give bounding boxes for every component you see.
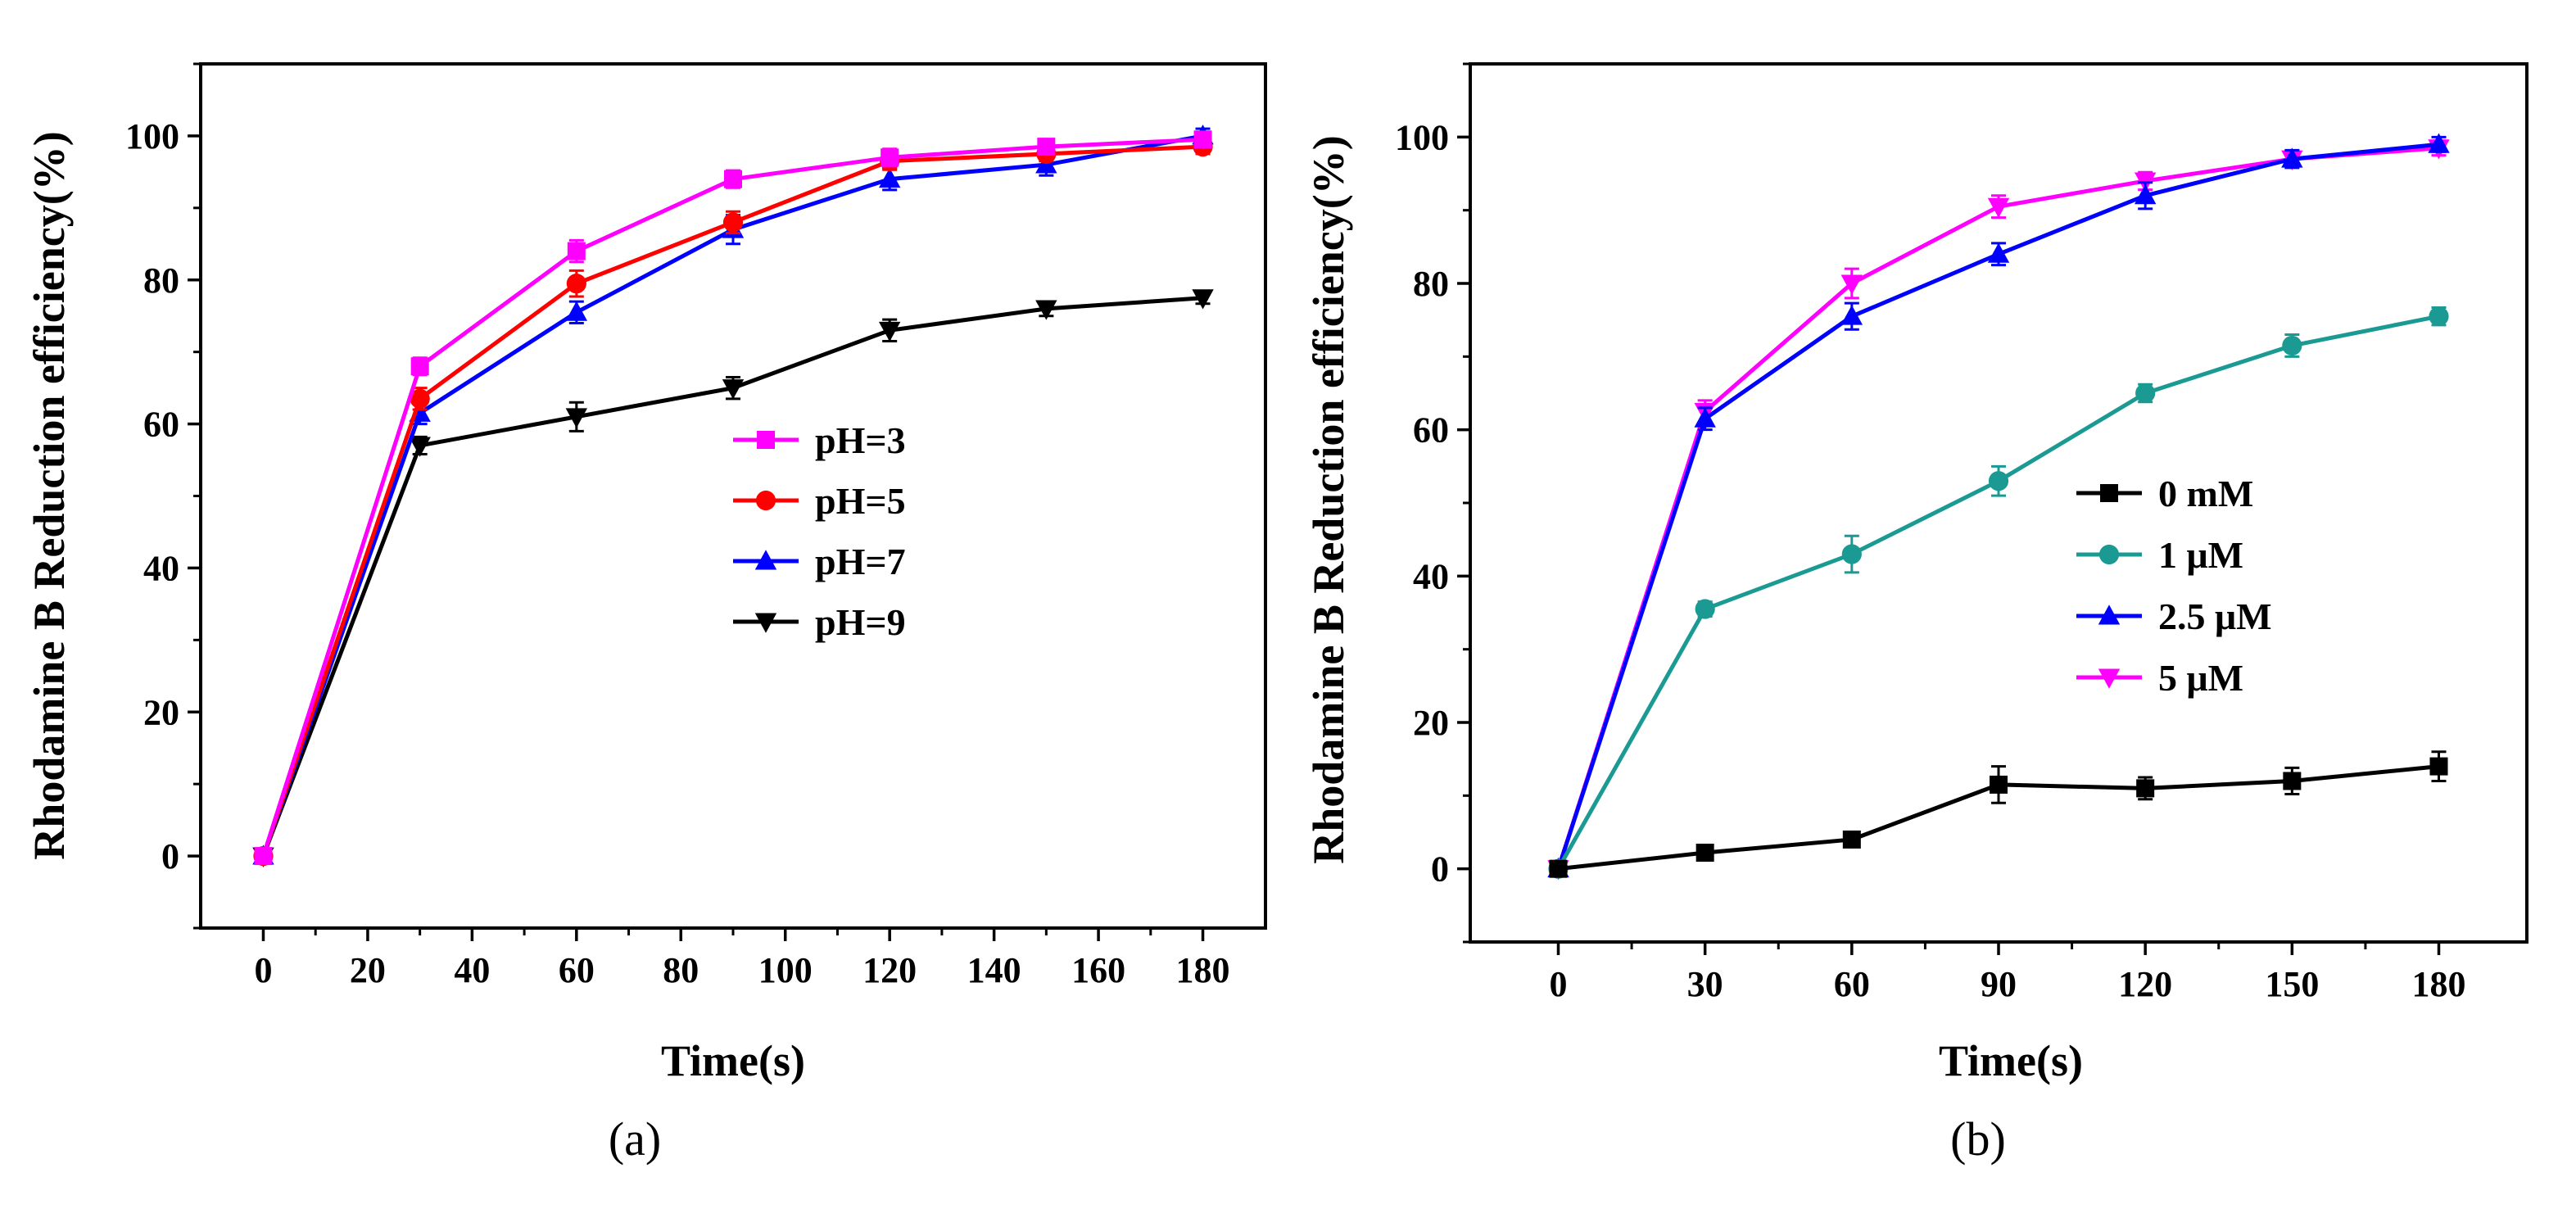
x-tick-label: 0: [1550, 964, 1568, 1004]
legend-marker: [754, 613, 777, 633]
data-point: [1035, 300, 1057, 320]
data-point: [722, 212, 744, 233]
y-tick-label: 60: [1413, 410, 1449, 451]
legend-marker: [2098, 668, 2121, 689]
data-point: [2134, 184, 2157, 205]
legend-label: pH=5: [815, 480, 906, 522]
data-point: [878, 321, 901, 342]
y-axis-title: Rhodamine B Reduction efficiency(%): [1304, 135, 1353, 863]
series-line: [261, 137, 1203, 857]
y-tick-label: 40: [1413, 556, 1449, 596]
data-point: [722, 379, 745, 400]
data-point: [2282, 335, 2302, 356]
y-tick-label: 40: [143, 548, 179, 588]
x-tick-label: 100: [758, 950, 813, 990]
x-tick-label: 120: [2118, 964, 2172, 1004]
data-point: [1037, 138, 1056, 156]
x-tick-label: 20: [350, 950, 386, 990]
data-point: [566, 274, 586, 294]
y-tick-label: 60: [143, 405, 179, 445]
chart-panel-b: 0 30 60 90 120 150 180 0 20 40 60 80 100 Time(s) Rhoda…: [1304, 62, 2528, 1085]
data-point: [878, 167, 901, 188]
data-point: [1192, 289, 1214, 310]
panel-label-b: (b): [1950, 1112, 2006, 1166]
y-tick-label: 100: [125, 116, 179, 156]
data-point: [410, 357, 429, 376]
y-tick-label: 80: [143, 260, 179, 301]
data-point: [567, 242, 586, 260]
data-point: [881, 148, 899, 167]
legend-marker: [2100, 484, 2118, 502]
data-point: [1695, 599, 1715, 619]
chart-panel-a: 0 20 40 60 80 100 120 140 160 180 0 20 40 60 80 100 Time…: [25, 62, 1267, 1085]
y-tick-label: 80: [1413, 264, 1449, 304]
data-point: [1987, 242, 2010, 263]
x-tick-label: 160: [1071, 950, 1125, 990]
legend-label: 5 μM: [2158, 657, 2243, 699]
data-point: [2429, 306, 2449, 327]
data-point: [2281, 147, 2303, 168]
y-tick-label: 20: [143, 692, 179, 732]
legend-label: pH=3: [815, 419, 906, 461]
x-tick-label: 60: [1834, 964, 1870, 1004]
legend-marker: [755, 490, 776, 511]
data-point: [409, 437, 431, 457]
data-point: [1988, 471, 2009, 491]
x-tick-label: 150: [2265, 964, 2319, 1004]
x-tick-label: 30: [1687, 964, 1723, 1004]
data-point: [1193, 130, 1212, 149]
x-axis-title: Time(s): [1939, 1036, 2083, 1085]
panel-label-a: (a): [609, 1112, 661, 1166]
data-point: [1840, 274, 1863, 295]
x-tick-label: 40: [454, 950, 490, 990]
x-tick-label: 80: [663, 950, 699, 990]
x-tick-label: 180: [1176, 950, 1230, 990]
data-point: [2283, 772, 2302, 790]
legend-marker: [2098, 604, 2121, 625]
plot-frame: [199, 62, 1267, 930]
legend-label: pH=7: [815, 541, 906, 582]
x-tick-label: 90: [1981, 964, 2017, 1004]
data-point: [2136, 779, 2155, 798]
data-point: [2135, 383, 2156, 404]
legend-label: 1 μM: [2158, 534, 2243, 576]
x-tick-label: 140: [967, 950, 1021, 990]
data-point: [1694, 407, 1716, 428]
data-point: [1841, 544, 1862, 564]
data-point: [254, 847, 273, 866]
y-tick-label: 20: [1413, 703, 1449, 743]
x-tick-label: 0: [254, 950, 272, 990]
y-axis-title: Rhodamine B Reduction efficiency(%): [25, 131, 74, 859]
x-axis-title: Time(s): [661, 1036, 805, 1085]
data-point: [1990, 775, 2008, 794]
data-point: [1840, 305, 1863, 325]
data-point: [2428, 133, 2450, 153]
data-point: [724, 170, 742, 188]
data-point: [2429, 757, 2448, 776]
data-point: [1842, 830, 1861, 849]
x-tick-label: 180: [2412, 964, 2466, 1004]
data-point: [1549, 859, 1568, 878]
x-tick-label: 120: [862, 950, 917, 990]
y-tick-label: 100: [1395, 117, 1449, 157]
data-point: [1695, 844, 1714, 863]
legend-label: pH=9: [815, 601, 906, 643]
data-point: [565, 301, 588, 321]
legend-marker: [2098, 544, 2120, 565]
y-tick-label: 0: [1431, 849, 1449, 890]
legend-label: 2.5 μM: [2158, 595, 2272, 637]
legend-marker: [757, 431, 775, 449]
y-tick-label: 0: [161, 836, 179, 876]
data-point: [1987, 197, 2010, 218]
data-point: [410, 388, 430, 409]
legend-marker: [754, 550, 777, 570]
x-tick-label: 60: [559, 950, 595, 990]
legend-label: 0 mM: [2158, 473, 2253, 514]
data-point: [565, 408, 588, 428]
